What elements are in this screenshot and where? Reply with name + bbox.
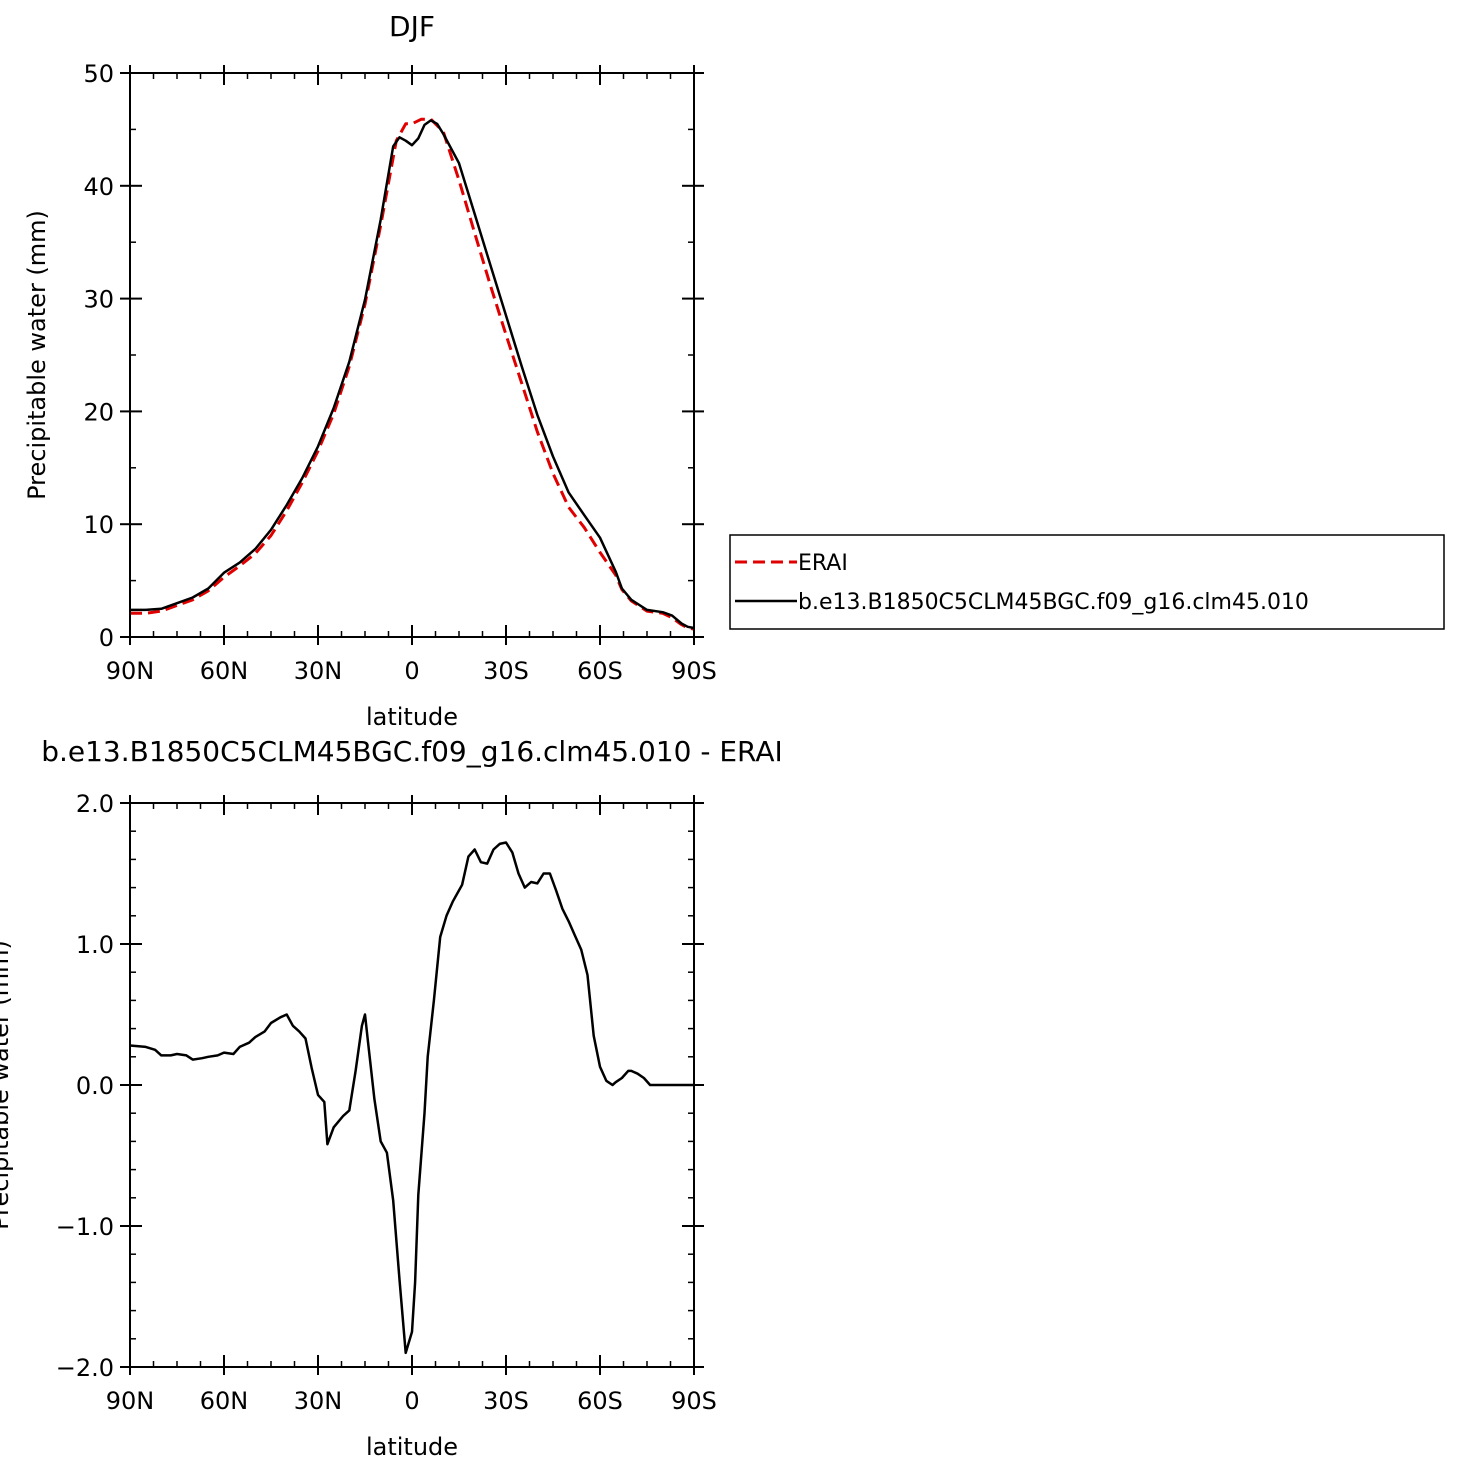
difference-chart-title: b.e13.B1850C5CLM45BGC.f09_g16.clm45.010 … — [41, 735, 783, 768]
djf-y-tick-label: 20 — [83, 398, 114, 426]
difference-tick-labels: 90N 60N 30N 0 30S 60S 90S −2.0 −1.0 0.0 1.0 2.0 — [56, 790, 717, 1415]
djf-y-tick-label: 0 — [99, 624, 114, 652]
djf-y-tick-label: 10 — [83, 511, 114, 539]
djf-panel: DJF Precipitable water (mm) latitude 90N… — [23, 10, 717, 731]
difference-y-tick-label: −1.0 — [56, 1213, 114, 1241]
djf-x-tick-label: 60S — [577, 657, 623, 685]
difference-x-tick-label: 0 — [404, 1387, 419, 1415]
difference-x-tick-label: 30N — [294, 1387, 343, 1415]
difference-y-tick-label: 0.0 — [76, 1072, 114, 1100]
djf-y-axis-title: Precipitable water (mm) — [23, 210, 51, 500]
difference-x-tick-label: 90N — [106, 1387, 155, 1415]
difference-x-axis-title: latitude — [366, 1433, 458, 1461]
difference-series-lines — [129, 841, 694, 1355]
legend-label-erai: ERAI — [798, 551, 848, 576]
djf-series-line-model — [130, 119, 695, 630]
difference-series-line-difference — [129, 841, 694, 1355]
legend: ERAI b.e13.B1850C5CLM45BGC.f09_g16.clm45… — [729, 534, 1445, 630]
djf-tick-labels: 90N 60N 30N 0 30S 60S 90S 0 10 20 30 40 50 — [83, 60, 716, 685]
difference-plot-frame — [129, 802, 695, 1368]
djf-axis-ticks — [120, 65, 704, 645]
difference-y-axis-title: Precipitable water (mm) — [0, 940, 14, 1230]
difference-panel: b.e13.B1850C5CLM45BGC.f09_g16.clm45.010 … — [0, 735, 783, 1461]
djf-x-axis-title: latitude — [366, 703, 458, 731]
difference-x-tick-label: 30S — [483, 1387, 529, 1415]
difference-x-tick-label: 60S — [577, 1387, 623, 1415]
djf-y-tick-label: 50 — [83, 60, 114, 88]
djf-y-tick-label: 30 — [83, 286, 114, 314]
djf-plot-frame — [129, 72, 695, 638]
difference-axis-ticks — [120, 795, 704, 1375]
djf-series-lines — [130, 117, 695, 631]
djf-x-tick-label: 60N — [200, 657, 249, 685]
difference-x-tick-label: 90S — [671, 1387, 717, 1415]
difference-y-title-clip: Precipitable water (mm) — [0, 940, 14, 1230]
djf-y-tick-label: 40 — [83, 173, 114, 201]
difference-y-tick-label: 2.0 — [76, 790, 114, 818]
difference-y-tick-label: −2.0 — [56, 1354, 114, 1382]
djf-x-tick-label: 30S — [483, 657, 529, 685]
legend-box — [729, 534, 1445, 630]
djf-chart-title: DJF — [389, 10, 435, 43]
djf-x-tick-label: 0 — [404, 657, 419, 685]
djf-x-tick-label: 90S — [671, 657, 717, 685]
difference-title-clip: b.e13.B1850C5CLM45BGC.f09_g16.clm45.010 … — [41, 735, 783, 768]
djf-x-tick-label: 30N — [294, 657, 343, 685]
legend-label-model: b.e13.B1850C5CLM45BGC.f09_g16.clm45.010 — [798, 590, 1309, 615]
difference-x-tick-label: 60N — [200, 1387, 249, 1415]
difference-y-tick-label: 1.0 — [76, 931, 114, 959]
djf-series-line-erai — [130, 117, 695, 631]
djf-x-tick-label: 90N — [106, 657, 155, 685]
